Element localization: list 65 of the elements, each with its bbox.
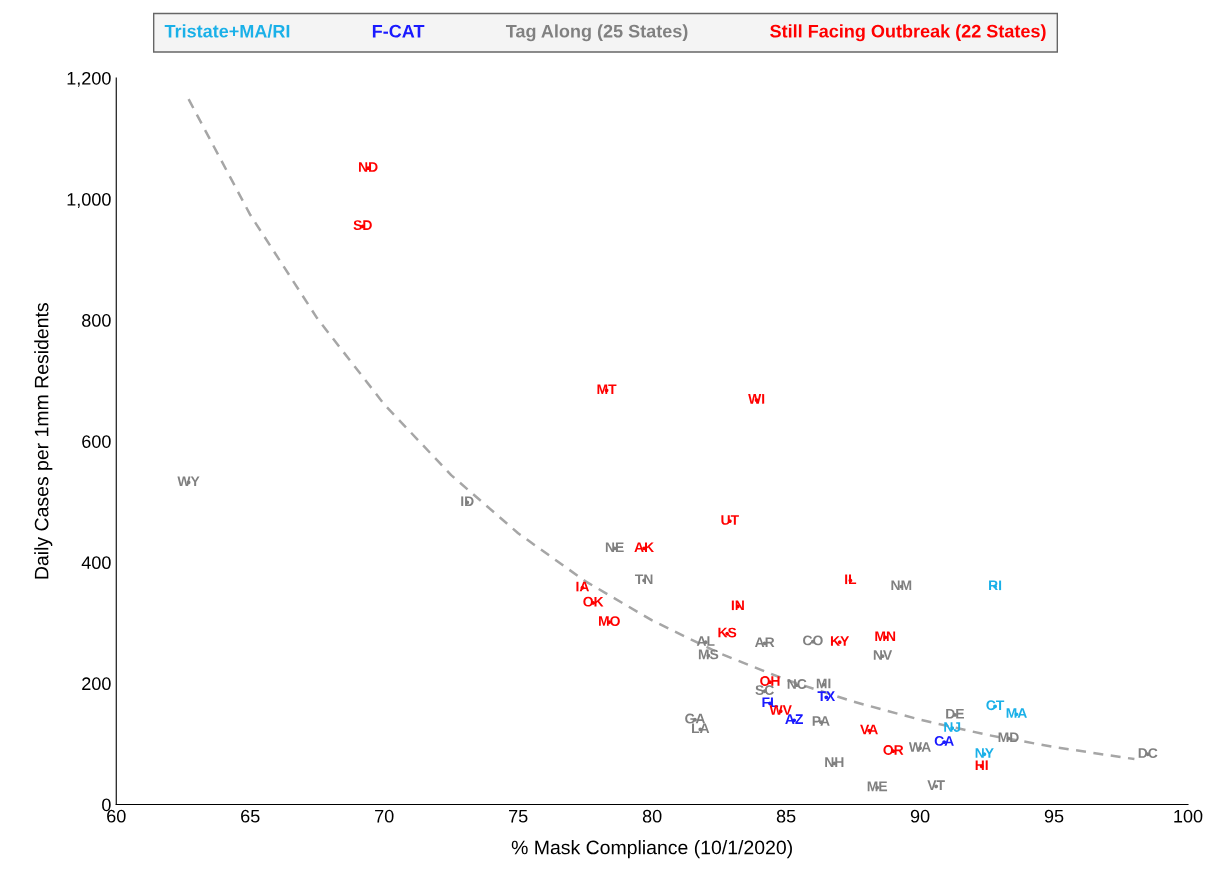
data-label: MD xyxy=(998,732,1019,743)
data-label: NV xyxy=(873,650,893,660)
data-label: NH xyxy=(825,757,844,767)
data-label: MO xyxy=(599,616,620,626)
data-label: VT xyxy=(927,780,945,790)
y-tick-label: 200 xyxy=(82,677,111,691)
y-tick-label: 400 xyxy=(81,556,111,570)
data-label: WV xyxy=(769,705,792,715)
data-label: CT xyxy=(986,700,1005,711)
x-tick-label: 70 xyxy=(375,809,394,823)
text: F-CAT xyxy=(372,24,425,38)
y-tick-label: 1,200 xyxy=(67,71,111,87)
y-axis-title: Daily Cases per 1mm Residents xyxy=(34,303,53,579)
y-tick-label: 1,000 xyxy=(67,192,111,208)
data-label: AL xyxy=(696,636,715,646)
x-tick-label: 80 xyxy=(642,809,662,823)
data-label: SD xyxy=(353,220,372,231)
data-label: ME xyxy=(867,781,888,792)
data-label: NM xyxy=(891,580,912,591)
data-label: ID xyxy=(461,496,474,506)
data-label: GA xyxy=(685,713,706,724)
data-label: MS xyxy=(698,649,719,660)
data-label: DE xyxy=(946,708,964,719)
x-tick-label: 95 xyxy=(1044,809,1064,823)
data-label: OR xyxy=(883,745,904,755)
data-label: OK xyxy=(583,596,604,607)
data-label: CA xyxy=(934,736,954,746)
data-label: NY xyxy=(975,748,994,758)
data-label: FL xyxy=(762,697,779,707)
data-label: TN xyxy=(634,574,653,585)
y-tick-label: 800 xyxy=(82,314,111,327)
data-label: WA xyxy=(908,742,931,752)
x-tick-label: 90 xyxy=(910,809,930,823)
text: Still Facing Outbreak (22 States) xyxy=(770,24,1046,42)
data-label: IN xyxy=(731,600,744,611)
y-tick-label: 600 xyxy=(82,435,111,448)
data-label: AZ xyxy=(785,714,803,724)
data-label: HI xyxy=(975,760,988,770)
data-label: MN xyxy=(875,631,896,641)
x-tick-label: 75 xyxy=(509,810,528,823)
data-label: UT xyxy=(721,515,739,525)
data-label: LA xyxy=(692,723,710,734)
text: Tristate+MA/RI xyxy=(164,24,290,38)
data-label: MI xyxy=(816,678,831,689)
data-label: TX xyxy=(817,691,836,701)
data-label: ND xyxy=(359,162,378,172)
data-label: CO xyxy=(803,635,823,646)
data-label: PA xyxy=(812,716,830,726)
text: Tag Along (25 States) xyxy=(505,24,688,42)
data-label: KY xyxy=(830,636,850,646)
data-label: NE xyxy=(605,542,624,552)
data-label: MA xyxy=(1006,708,1027,718)
data-label: VA xyxy=(860,724,878,735)
data-label: SC xyxy=(755,685,774,695)
x-tick-label: 100 xyxy=(1174,809,1203,823)
x-tick-label: 85 xyxy=(776,809,796,823)
data-label: DC xyxy=(1138,748,1158,758)
data-label: NJ xyxy=(944,722,961,732)
data-label: AK xyxy=(634,542,654,552)
data-label: OH xyxy=(760,676,780,686)
data-label: KS xyxy=(718,627,737,638)
data-label: AR xyxy=(754,637,775,648)
x-axis-title: % Mask Compliance (10/1/2020) xyxy=(511,840,792,859)
data-label: WI xyxy=(748,394,765,404)
x-tick-label: 65 xyxy=(241,809,260,823)
